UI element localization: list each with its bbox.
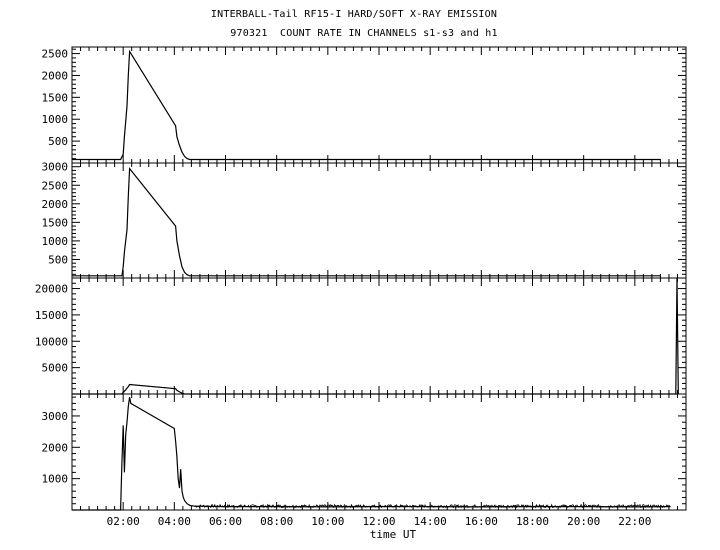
x-tick-label: 18:00 bbox=[516, 515, 549, 528]
series-line-s2 bbox=[72, 166, 661, 277]
y-tick-label-s2: 2500 bbox=[42, 179, 69, 192]
x-tick-label: 14:00 bbox=[414, 515, 447, 528]
y-tick-label-s1: 1000 bbox=[42, 113, 69, 126]
series-line-s1 bbox=[72, 49, 661, 161]
y-tick-label-h1: 3000 bbox=[42, 410, 69, 423]
y-tick-label-s2: 1000 bbox=[42, 235, 69, 248]
y-tick-label-s1: 1500 bbox=[42, 91, 69, 104]
y-tick-label-s1: 2500 bbox=[42, 48, 69, 61]
x-tick-label: 20:00 bbox=[567, 515, 600, 528]
panel-frame-h1 bbox=[71, 393, 687, 511]
panel-frame-s1 bbox=[71, 46, 687, 164]
y-tick-label-s2: 500 bbox=[48, 253, 68, 266]
chart-title: INTERBALL-Tail RF15-I HARD/SOFT X-RAY EM… bbox=[210, 9, 498, 20]
x-tick-label: 06:00 bbox=[209, 515, 242, 528]
y-tick-label-s2: 3000 bbox=[42, 161, 69, 174]
x-tick-label: 02:00 bbox=[107, 515, 140, 528]
y-tick-label-s1: 2000 bbox=[42, 69, 69, 82]
x-tick-label: 12:00 bbox=[362, 515, 395, 528]
panel-frame-s3 bbox=[71, 277, 687, 395]
series-line-h1 bbox=[72, 396, 671, 511]
x-tick-label: 22:00 bbox=[618, 515, 651, 528]
y-tick-label-s3: 10000 bbox=[35, 335, 68, 348]
series-noise-h1 bbox=[194, 503, 671, 509]
x-axis-label: time UT bbox=[370, 528, 417, 541]
y-tick-label-s3: 20000 bbox=[35, 283, 68, 296]
y-tick-label-s3: 15000 bbox=[35, 309, 68, 322]
x-tick-label: 04:00 bbox=[158, 515, 191, 528]
y-tick-label-s3: 5000 bbox=[42, 362, 69, 375]
x-tick-label: 10:00 bbox=[311, 515, 344, 528]
panel-frame-s2 bbox=[71, 162, 687, 279]
chart-subtitle: 970321 COUNT RATE IN CHANNELS s1-s3 and … bbox=[230, 28, 498, 39]
y-tick-label-h1: 2000 bbox=[42, 441, 69, 454]
x-tick-label: 16:00 bbox=[465, 515, 498, 528]
y-tick-label-s1: 500 bbox=[48, 135, 68, 148]
y-tick-label-s2: 1500 bbox=[42, 216, 69, 229]
y-tick-label-s2: 2000 bbox=[42, 198, 69, 211]
series-line-s3 bbox=[72, 277, 679, 395]
x-tick-label: 08:00 bbox=[260, 515, 293, 528]
y-tick-label-h1: 1000 bbox=[42, 473, 69, 486]
